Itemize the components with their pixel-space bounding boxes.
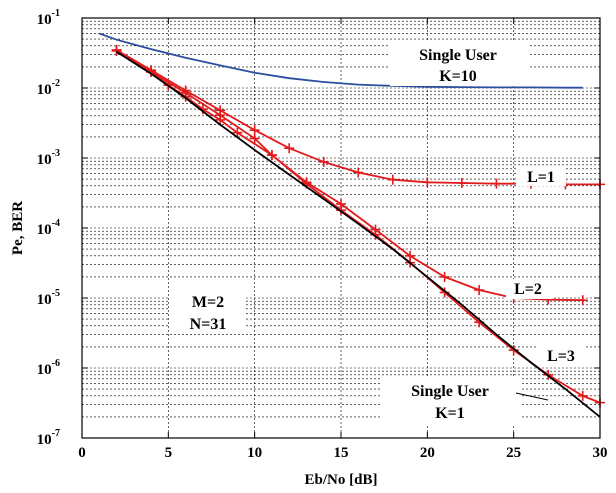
x-tick-label: 15 <box>334 445 349 461</box>
data-point <box>215 114 226 125</box>
data-point <box>336 205 346 216</box>
y-tick-label: 10-6 <box>37 358 60 378</box>
data-point <box>249 125 260 136</box>
x-tick-label: 0 <box>78 445 86 461</box>
svg-text:N=31: N=31 <box>190 316 227 333</box>
series-layer <box>98 32 605 418</box>
data-point <box>284 143 295 154</box>
svg-text:K=10: K=10 <box>439 68 477 85</box>
data-point <box>232 127 243 138</box>
series-line <box>98 32 583 89</box>
data-point <box>456 177 467 188</box>
svg-text:M=2: M=2 <box>192 294 224 311</box>
data-point <box>318 156 329 167</box>
y-tick-label: 10-2 <box>37 78 60 98</box>
k1-pointer-line <box>515 392 549 401</box>
data-point <box>353 167 364 178</box>
x-tick-label: 10 <box>247 445 262 461</box>
x-axis-label: Eb/No [dB] <box>305 472 378 488</box>
series-1 <box>98 32 583 89</box>
y-axis-label: Pe, BER <box>10 201 26 255</box>
data-point <box>249 133 260 144</box>
data-point <box>422 177 433 188</box>
data-point <box>577 390 588 401</box>
y-tick-label: 10-7 <box>37 428 60 448</box>
svg-text:L=1: L=1 <box>527 169 555 186</box>
data-point <box>439 271 450 282</box>
y-tick-label: 10-4 <box>37 218 60 238</box>
annotation-single-user-k10: Single User K=10 <box>390 42 530 86</box>
x-tick-label: 5 <box>165 445 173 461</box>
annotation-l1: L=1 <box>516 166 566 186</box>
annotation-m-n: M=2 N=31 <box>170 290 246 334</box>
annotation-l2: L=2 <box>506 279 552 299</box>
data-point <box>111 45 122 56</box>
annotation-single-user-k1: Single User K=1 <box>382 378 549 424</box>
x-tick-label: 30 <box>593 445 608 461</box>
data-point <box>387 174 398 185</box>
svg-text:K=1: K=1 <box>435 405 465 422</box>
svg-text:Single User: Single User <box>411 383 489 400</box>
svg-text:L=3: L=3 <box>547 348 575 365</box>
x-tick-label: 25 <box>506 445 521 461</box>
x-tick-label: 20 <box>420 445 435 461</box>
annotation-l3: L=3 <box>538 346 584 366</box>
data-point <box>474 285 485 296</box>
ticks: 0 5 10 15 20 25 30 10-1 10-2 10-3 10-4 10-5 10-6 10-7 <box>37 8 608 461</box>
data-point <box>577 295 588 306</box>
data-point <box>491 178 502 189</box>
y-tick-label: 10-1 <box>37 8 60 28</box>
y-tick-label: 10-3 <box>37 148 60 168</box>
svg-text:L=2: L=2 <box>514 281 542 298</box>
series-line <box>116 50 601 418</box>
data-point <box>266 150 277 161</box>
series-5 <box>116 50 601 418</box>
svg-text:Single User: Single User <box>419 47 497 64</box>
y-tick-label: 10-5 <box>37 288 60 308</box>
